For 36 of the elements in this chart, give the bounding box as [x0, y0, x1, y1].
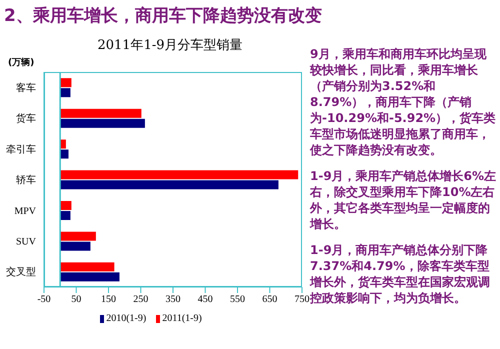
legend-label: 2010(1-9)	[105, 313, 146, 324]
y-axis-title: (万辆)	[8, 56, 34, 69]
x-tick-label: 250	[133, 294, 148, 306]
x-tick-label: 50	[71, 294, 82, 306]
text: 1-9月，乘用车产销总体增长6%左右，除交叉型乘用车下降10%左右外，其它各类车型均呈一定幅度的增长。	[310, 168, 498, 232]
chart-title: 2、乘用车增长，商用车下降趋势没有改变	[4, 5, 322, 27]
text: 1-9月，商用车产销总体分别下降7.37%和4.79%，除客车类车型增长外，货车类车型在国家宏观调控政策影响下，均为负增长。	[310, 242, 491, 306]
bar	[60, 201, 72, 210]
bar	[60, 211, 70, 220]
x-tick-label: 650	[262, 294, 278, 306]
y-tick-label: 货车	[16, 112, 36, 125]
x-tick-label: -50	[37, 294, 51, 306]
bar	[60, 88, 70, 98]
bar	[60, 242, 90, 251]
x-tick-label: 450	[198, 294, 213, 306]
x-tick-label: 350	[166, 294, 180, 306]
bar	[60, 272, 120, 282]
x-tick-label: 550	[230, 294, 245, 306]
bar	[60, 180, 278, 190]
y-tick-label: 牵引车	[6, 143, 36, 156]
y-tick-label: MPV	[14, 206, 37, 217]
y-tick-label: 客车	[16, 82, 36, 94]
bar	[60, 262, 114, 272]
y-tick-label: SUV	[16, 236, 37, 248]
text: 9月，乘用车和商用车环比均呈现较快增长，同比看，乘用车增长（产销分别为3.52%和8.79%），商用车下降（产销为-10.29%和-5.92%），货车类车型市场低迷明显拖累了商用车，使之下降趋势没有改变。	[310, 46, 497, 158]
legend-label: 2011(1-9)	[161, 313, 202, 324]
bar	[60, 170, 298, 180]
bar	[60, 108, 142, 118]
chart-subtitle: 2011年1-9月分车型销量	[96, 37, 244, 54]
bar	[60, 232, 96, 241]
x-tick-label: 150	[101, 294, 116, 306]
y-tick-label: 交叉型	[6, 266, 36, 278]
bar	[60, 118, 145, 128]
y-tick-label: 轿车	[16, 174, 36, 186]
x-tick-label: 750	[294, 294, 310, 306]
bar	[60, 78, 72, 88]
